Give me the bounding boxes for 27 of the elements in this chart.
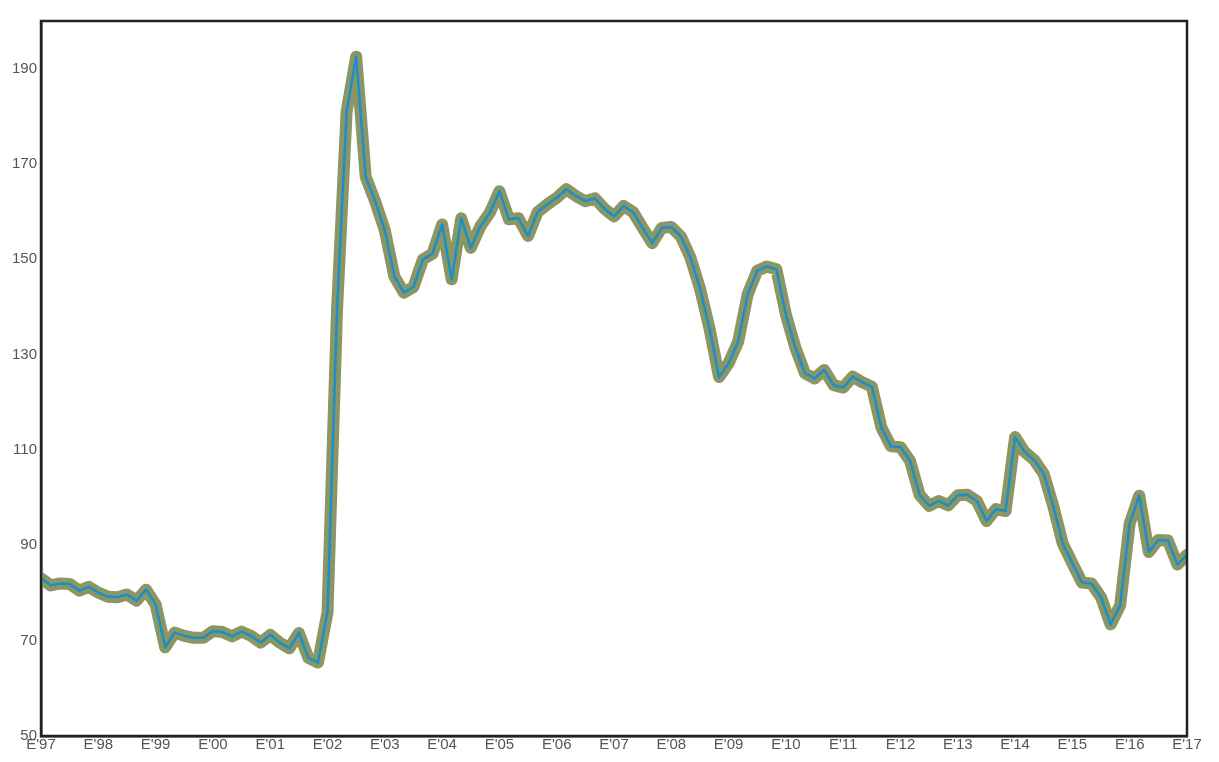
x-tick-label: E'04 <box>427 735 457 753</box>
x-tick-label: E'99 <box>140 735 171 753</box>
y-tick-label: 130 <box>12 344 38 362</box>
x-tick-label: E'13 <box>943 735 973 753</box>
x-tick-label: E'02 <box>312 735 343 753</box>
x-tick-label: E'12 <box>885 735 916 753</box>
x-tick-label: E'98 <box>83 735 114 753</box>
y-tick-label: 170 <box>12 154 38 172</box>
x-tick-label: E'09 <box>713 735 744 753</box>
x-tick-label: E'08 <box>656 735 687 753</box>
x-tick-label: E'15 <box>1057 735 1088 753</box>
y-tick-label: 70 <box>20 630 38 648</box>
x-tick-label: E'14 <box>1000 735 1030 753</box>
x-tick-label: E'06 <box>541 735 572 753</box>
x-tick-label: E'11 <box>828 735 858 753</box>
x-tick-label: E'16 <box>1114 735 1145 753</box>
x-tick-label: E'05 <box>484 735 515 753</box>
x-tick-label: E'07 <box>599 735 629 753</box>
y-tick-label: 150 <box>12 249 38 267</box>
y-tick-label: 190 <box>12 58 38 76</box>
y-tick-label: 110 <box>13 440 38 458</box>
x-tick-label: E'17 <box>1172 735 1202 753</box>
y-tick-label: 90 <box>20 535 38 553</box>
x-tick-label: E'03 <box>370 735 400 753</box>
x-tick-label: E'00 <box>198 735 228 753</box>
x-tick-label: E'10 <box>771 735 801 753</box>
x-tick-label: E'01 <box>255 735 285 753</box>
